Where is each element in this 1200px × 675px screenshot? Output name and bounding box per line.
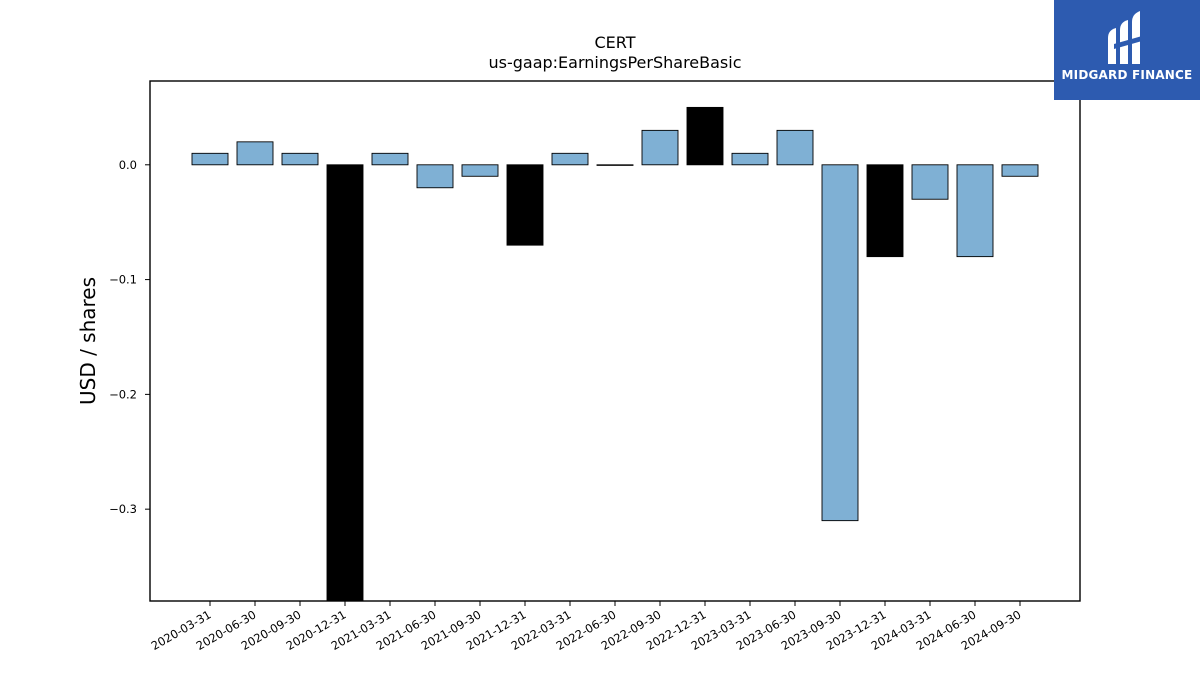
bar-2023-03-31 [731,152,769,166]
bar-2021-06-30 [416,164,454,189]
bar-2020-09-30 [281,152,319,166]
bar-2020-03-31 [191,152,229,166]
bar-2021-09-30 [461,164,499,177]
bar-2022-12-31 [686,106,724,166]
bar-2022-06-30 [596,164,634,166]
bar-2021-03-31 [371,152,409,166]
y-tick-label: −0.3 [109,502,137,516]
brand-logo: MIDGARD FINANCE [1054,0,1200,100]
bar-2023-09-30 [821,164,859,522]
bar-2020-06-30 [236,141,274,166]
bar-2024-06-30 [956,164,994,258]
bar-2021-12-31 [506,164,544,246]
x-ticks-group: 2020-03-312020-06-302020-09-302020-12-31… [149,601,1024,653]
plot-frame [149,80,1081,602]
bar-2024-03-31 [911,164,949,200]
bar-2023-06-30 [776,129,814,166]
bar-2022-03-31 [551,152,589,166]
chart-title: CERT [594,33,635,52]
y-axis-label: USD / shares [76,277,100,405]
y-tick-label: 0.0 [119,158,137,172]
bar-2022-09-30 [641,129,679,166]
y-tick-label: −0.2 [109,387,137,401]
bar-2023-12-31 [866,164,904,258]
bar-2024-09-30 [1001,164,1039,177]
logo-mark-icon [1108,11,1142,64]
y-tick-label: −0.1 [109,273,137,287]
bar-2020-12-31 [326,164,364,602]
logo-text: MIDGARD FINANCE [1061,68,1193,82]
chart-subtitle: us-gaap:EarningsPerShareBasic [488,53,741,72]
y-ticks-group: 0.0 −0.1 −0.2 −0.3 [109,158,150,516]
bars-group [191,106,1039,602]
